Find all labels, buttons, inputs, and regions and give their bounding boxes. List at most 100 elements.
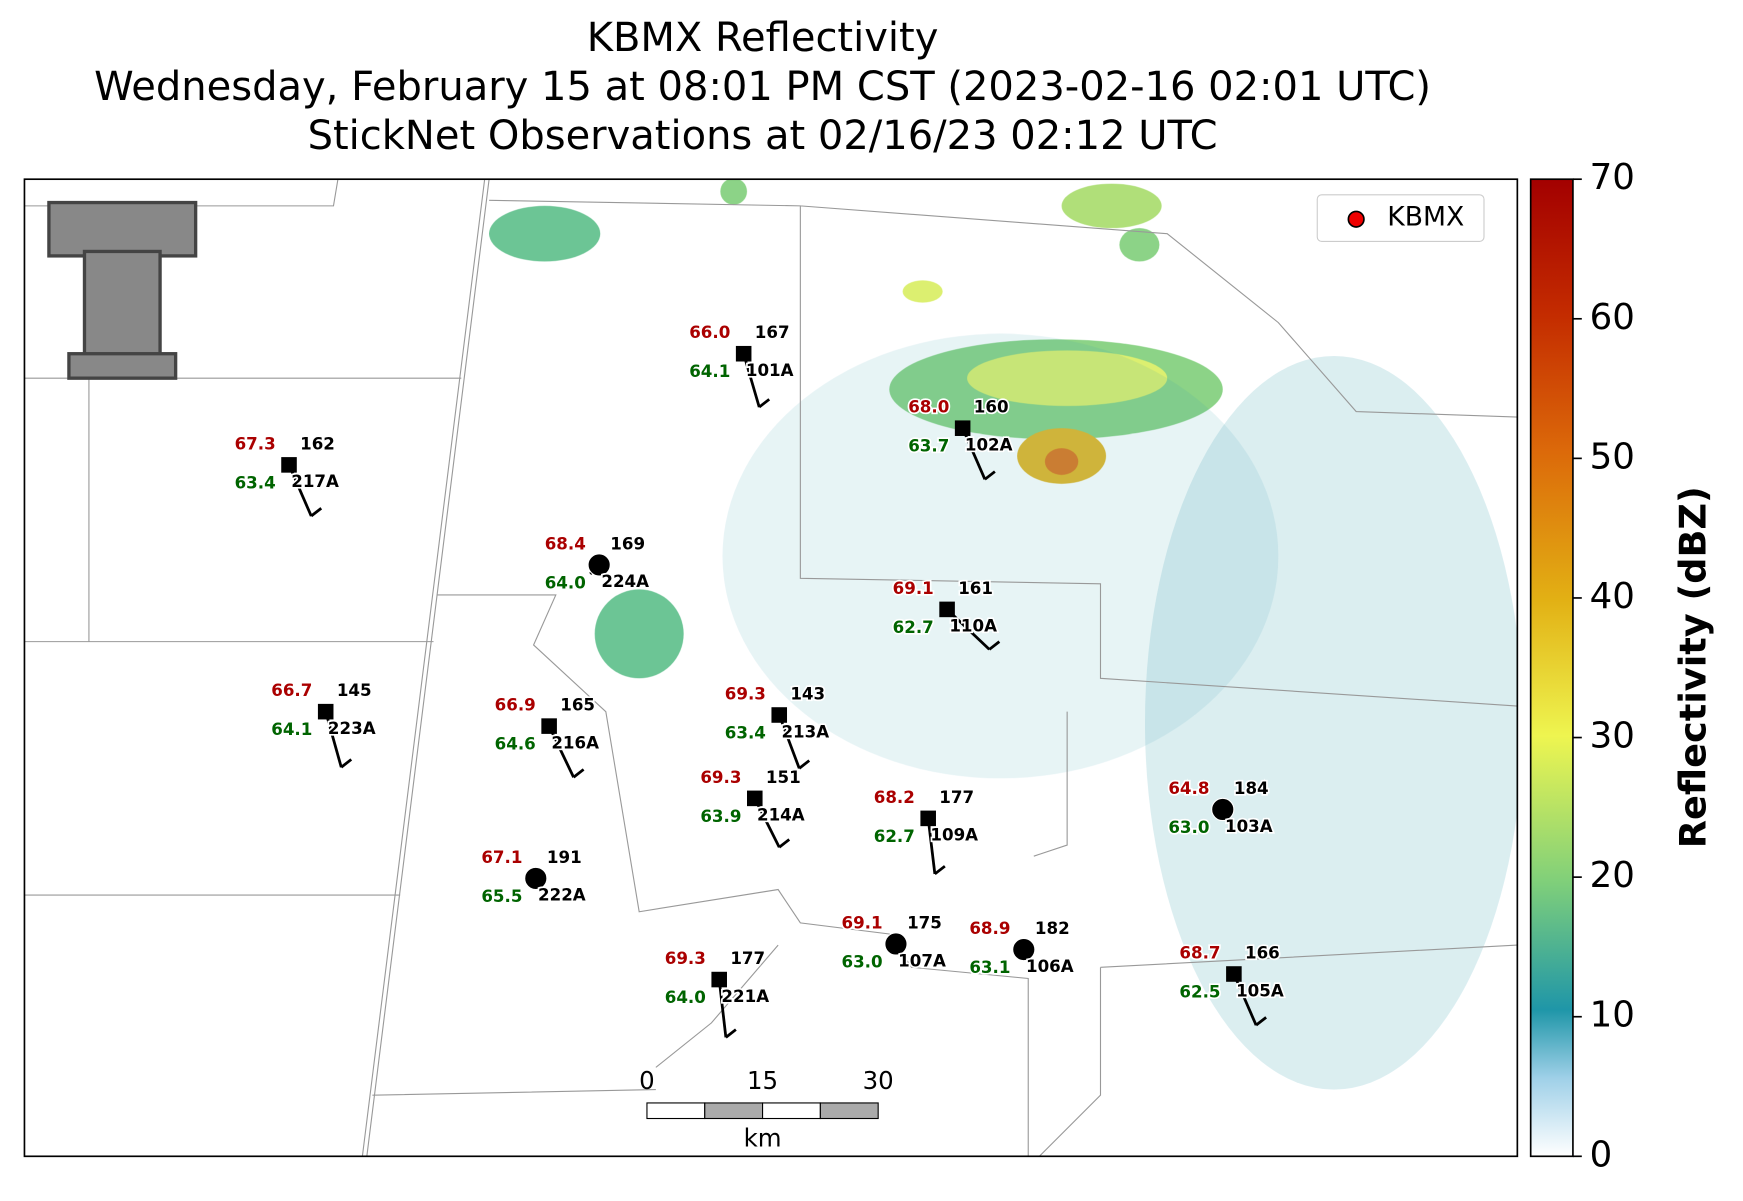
colorbar-tick-label: 10	[1590, 995, 1635, 1036]
station-id: 213A	[781, 722, 829, 741]
wind-barb	[961, 427, 987, 480]
temperature: 69.3	[665, 949, 706, 968]
station-id: 107A	[898, 951, 946, 970]
colorbar-ticks: 0 10 20 30 40 50 60 70	[1572, 157, 1635, 1175]
station-marker	[711, 971, 727, 988]
temperature: 66.0	[689, 323, 730, 342]
station-id: 214A	[757, 806, 805, 825]
station-id: 222A	[538, 886, 586, 905]
station-number: 145	[337, 681, 372, 700]
title-line: StickNet Observations at 02/16/23 02:12 …	[308, 113, 1218, 159]
temperature: 69.1	[842, 913, 883, 932]
station-id: 223A	[328, 719, 376, 738]
scale-tick-label: 0	[639, 1066, 655, 1095]
colorbar-tick-label: 20	[1590, 855, 1635, 896]
colorbar-tick-label: 30	[1590, 716, 1635, 757]
wind-barb	[1232, 973, 1258, 1026]
station-id: 105A	[1236, 981, 1284, 1000]
station-marker	[587, 553, 611, 577]
wind-barb	[777, 714, 801, 769]
wind-barb-flag	[934, 865, 946, 876]
dewpoint: 64.1	[271, 720, 312, 739]
scale-segment	[762, 1102, 821, 1120]
scale-unit: km	[744, 1124, 782, 1153]
scale-segment	[704, 1102, 764, 1120]
dewpoint: 63.0	[1168, 818, 1209, 837]
station-number: 177	[730, 949, 765, 968]
legend-marker	[1347, 210, 1365, 228]
station-number: 175	[907, 913, 942, 932]
station-id: 221A	[721, 987, 769, 1006]
temperature: 64.8	[1168, 779, 1209, 798]
wind-barb-flag	[310, 507, 323, 518]
wind-barb	[753, 797, 781, 848]
dewpoint: 64.0	[665, 988, 706, 1007]
wind-barb-flag	[725, 1028, 737, 1039]
station-id: 109A	[930, 826, 978, 845]
dewpoint: 62.7	[893, 618, 934, 637]
station-marker	[884, 932, 908, 956]
station-marker	[1211, 797, 1235, 822]
wind-barb-flag	[778, 838, 791, 849]
temperature: 69.3	[725, 684, 766, 703]
stations: 66.0 167 64.1 101A 68.0 160 63.7 102A 67.3 162 63.…	[233, 322, 1286, 1039]
dewpoint: 63.0	[842, 952, 883, 971]
dewpoint: 62.7	[874, 827, 915, 846]
station-number: 184	[1234, 779, 1269, 798]
station-number: 191	[547, 848, 582, 867]
wind-barb	[287, 464, 313, 517]
wind-barb-flag	[758, 398, 771, 409]
scale-segment	[646, 1102, 706, 1120]
wind-barb-flag	[1255, 1016, 1267, 1027]
station-id: 216A	[551, 733, 599, 752]
radar-echoes	[489, 179, 1518, 1090]
scale-bar: 0 15 30 km	[639, 1066, 894, 1153]
temperature: 67.3	[235, 434, 276, 453]
dewpoint: 64.1	[689, 362, 730, 381]
station-number: 167	[755, 323, 790, 342]
temperature: 67.1	[481, 848, 522, 867]
station-number: 169	[610, 534, 645, 553]
dewpoint: 65.5	[481, 887, 522, 906]
boundaries	[24, 179, 1518, 1157]
legend-label: KBMX	[1387, 202, 1464, 233]
colorbar-tick-label: 60	[1590, 297, 1635, 338]
station-number: 161	[958, 579, 993, 598]
scale-tick-label: 30	[863, 1066, 894, 1095]
station-number: 166	[1245, 943, 1280, 962]
station-number: 165	[560, 696, 595, 715]
station-number: 162	[300, 434, 335, 453]
wind-barb	[717, 979, 728, 1038]
station-id: 101A	[746, 361, 794, 380]
colorbar	[1529, 178, 1574, 1158]
temperature: 68.0	[908, 398, 949, 417]
station-marker	[281, 457, 297, 473]
wind-barb	[547, 725, 575, 778]
scale-segment	[819, 1102, 879, 1120]
temperature: 69.1	[893, 579, 934, 598]
station-marker	[747, 790, 763, 807]
station-id: 106A	[1026, 957, 1074, 976]
colorbar-tick-label: 0	[1590, 1134, 1613, 1175]
wind-barb	[742, 353, 761, 408]
colorbar-tick-label: 40	[1590, 576, 1635, 617]
temperature: 69.3	[700, 768, 741, 787]
temperature: 66.9	[495, 696, 536, 715]
colorbar-tick-label: 50	[1590, 436, 1635, 477]
wind-barb	[324, 711, 343, 768]
dewpoint: 63.4	[235, 473, 276, 492]
station-id: 110A	[949, 617, 997, 636]
title-line: Wednesday, February 15 at 08:01 PM CST (…	[94, 64, 1431, 110]
station-number: 160	[974, 398, 1009, 417]
wind-barb	[926, 818, 937, 875]
station-marker	[1012, 937, 1036, 962]
logo	[47, 200, 198, 380]
wind-barb-flag	[572, 768, 585, 779]
wind-barb-flag	[798, 759, 811, 770]
temperature: 68.7	[1179, 943, 1220, 962]
dewpoint: 62.5	[1179, 982, 1220, 1001]
station-marker	[317, 703, 334, 720]
legend-box	[1316, 194, 1485, 243]
dewpoint: 63.7	[908, 437, 949, 456]
